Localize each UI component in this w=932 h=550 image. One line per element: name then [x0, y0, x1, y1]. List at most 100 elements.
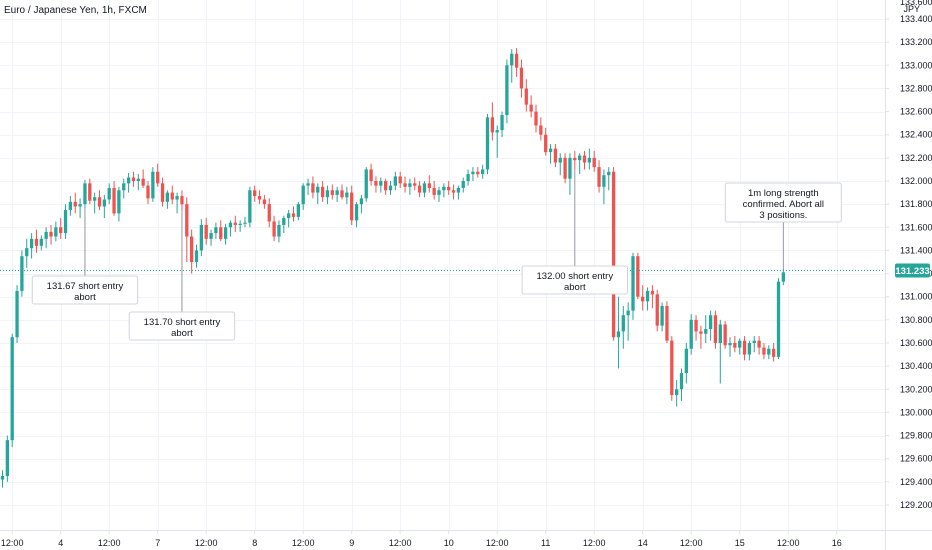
candle-up — [466, 174, 470, 182]
candle-up — [558, 157, 562, 163]
candle-down — [156, 171, 160, 184]
candle-up — [626, 310, 630, 316]
time-tick-label: 8 — [252, 538, 257, 548]
candle-down — [141, 178, 145, 186]
candle-up — [136, 178, 140, 182]
price-tick-label: 130.200 — [900, 384, 932, 394]
candle-up — [568, 157, 572, 179]
time-tick-label: 12:00 — [583, 538, 606, 548]
time-tick-label: 4 — [58, 538, 63, 548]
candle-up — [767, 348, 771, 355]
price-tick-label: 133.400 — [900, 14, 932, 24]
time-tick-label: 9 — [349, 538, 354, 548]
candle-down — [534, 111, 538, 126]
candle-down — [88, 183, 92, 201]
candle-up — [301, 185, 305, 205]
time-axis[interactable]: 12:00 4 12:00 7 12:00 8 12:00 9 12:00 10 12:00 11 12… — [0, 530, 932, 550]
candle-down — [34, 238, 39, 246]
candle-up — [199, 224, 203, 251]
price-tick-label: 133.600 — [900, 0, 932, 7]
price-tick-label: 129.200 — [900, 500, 932, 510]
candle-down — [694, 319, 698, 332]
candle-down — [190, 236, 194, 262]
price-tick-label: 131.000 — [900, 292, 932, 302]
candle-down — [253, 190, 257, 197]
candle-down — [772, 348, 776, 357]
candle-down — [592, 157, 596, 168]
candle-up — [223, 227, 228, 239]
time-tick-label: 12:00 — [680, 538, 703, 548]
candle-up — [248, 190, 252, 223]
last-price-label: 131.233 — [895, 266, 929, 277]
candle-up — [117, 190, 121, 214]
candle-up — [752, 340, 756, 343]
candle-up — [209, 233, 213, 239]
candle-up — [5, 440, 9, 477]
candle-down — [73, 201, 77, 207]
price-tick-label: 131.800 — [900, 199, 932, 209]
candle-down — [320, 186, 325, 198]
price-axis[interactable]: 129.200 129.400 129.600 129.800 130.000 130.2… — [885, 0, 932, 550]
candle-up — [238, 223, 242, 225]
time-tick-label: 12:00 — [292, 538, 315, 548]
candle-up — [354, 204, 359, 221]
candle-down — [257, 196, 262, 200]
candle-up — [122, 183, 126, 191]
annotation-box — [724, 182, 842, 223]
candle-down — [417, 185, 422, 193]
candle-up — [631, 256, 635, 311]
candle-up — [481, 169, 485, 175]
annotation-text: 1m long strength — [748, 188, 819, 199]
candle-up — [0, 476, 5, 480]
price-tick-label: 130.400 — [900, 361, 932, 371]
candle-down — [374, 181, 378, 186]
candle-up — [335, 190, 339, 195]
candle-down — [762, 347, 766, 355]
candle-up — [63, 209, 68, 234]
candle-down — [146, 185, 150, 199]
candle-up — [456, 187, 461, 193]
candle-up — [393, 176, 397, 186]
candle-down — [204, 224, 208, 239]
candle-up — [718, 324, 722, 343]
price-tick-label: 132.400 — [900, 130, 932, 140]
candle-up — [175, 196, 179, 200]
candle-up — [621, 315, 625, 332]
candle-up — [306, 183, 310, 186]
candle-down — [350, 192, 354, 221]
candle-up — [602, 175, 606, 187]
candle-up — [587, 157, 591, 163]
price-tick-label: 133.200 — [900, 37, 932, 47]
candle-up — [461, 181, 465, 188]
candle-up — [616, 331, 621, 338]
annotation-text: abort — [564, 282, 586, 293]
candle-up — [194, 250, 199, 262]
candle-up — [107, 187, 111, 200]
candle-up — [287, 213, 291, 219]
candle-up — [325, 190, 330, 198]
candle-down — [514, 53, 519, 68]
annotation-text: 131.70 short entry — [144, 317, 221, 328]
candle-up — [93, 197, 97, 201]
candle-up — [747, 342, 752, 355]
candle-down — [330, 190, 334, 195]
annotation-text: abort — [171, 328, 193, 339]
price-tick-label: 131.400 — [900, 245, 932, 255]
candle-up — [408, 183, 412, 187]
candle-down — [180, 196, 184, 205]
candle-up — [364, 169, 368, 199]
price-tick-label: 132.200 — [900, 153, 932, 163]
candle-down — [476, 171, 480, 175]
price-tick-label: 131.600 — [900, 222, 932, 232]
grid-lines — [0, 0, 885, 530]
candle-up — [675, 389, 679, 396]
candle-up — [20, 256, 24, 291]
candle-up — [243, 222, 247, 224]
candle-down — [563, 157, 567, 179]
candle-down — [160, 183, 165, 202]
candle-up — [708, 315, 713, 330]
annotation-text: 132.00 short entry — [537, 271, 614, 282]
price-tick-label: 130.800 — [900, 315, 932, 325]
